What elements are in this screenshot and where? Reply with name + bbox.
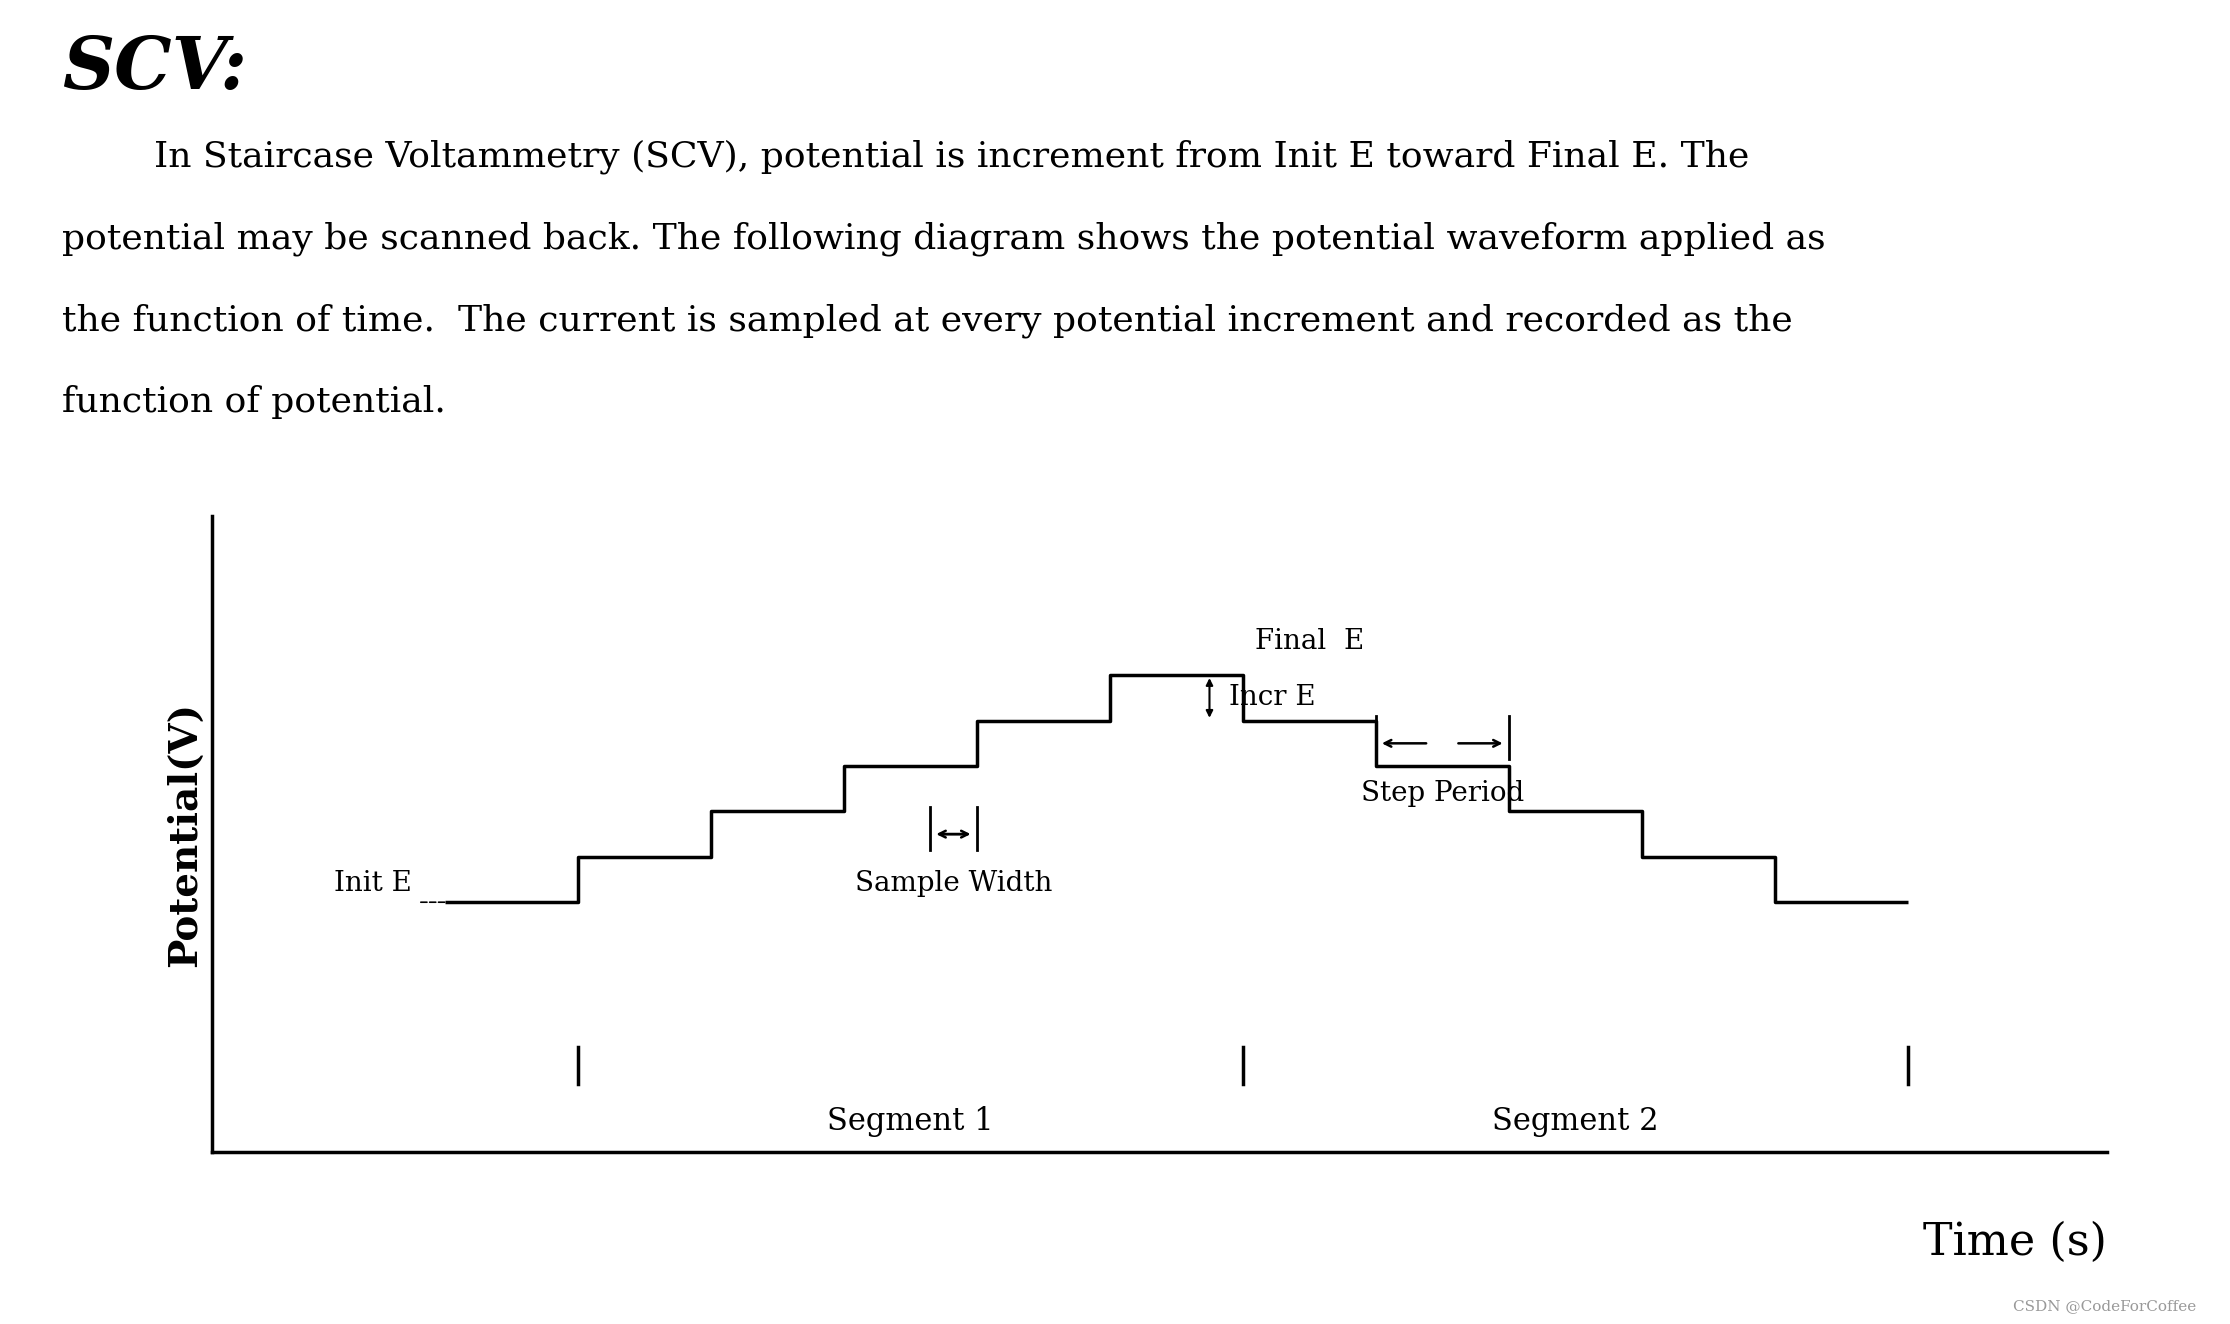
Text: the function of time.  The current is sampled at every potential increment and r: the function of time. The current is sam…: [62, 303, 1793, 338]
Text: potential may be scanned back. The following diagram shows the potential wavefor: potential may be scanned back. The follo…: [62, 221, 1826, 256]
Text: Incr E: Incr E: [1229, 685, 1316, 711]
Text: Segment 1: Segment 1: [827, 1107, 995, 1137]
Text: Segment 2: Segment 2: [1492, 1107, 1659, 1137]
Y-axis label: Potential(V): Potential(V): [165, 702, 203, 967]
Text: Time (s): Time (s): [1924, 1221, 2107, 1264]
Text: In Staircase Voltammetry (SCV), potential is increment from Init E toward Final : In Staircase Voltammetry (SCV), potentia…: [62, 139, 1751, 173]
Text: function of potential.: function of potential.: [62, 385, 446, 420]
Text: CSDN @CodeForCoffee: CSDN @CodeForCoffee: [2014, 1299, 2197, 1313]
Text: Init E: Init E: [334, 870, 410, 896]
Text: Final  E: Final E: [1255, 628, 1365, 655]
Text: Step Period: Step Period: [1360, 780, 1523, 806]
Text: Sample Width: Sample Width: [854, 870, 1053, 898]
Text: SCV:: SCV:: [62, 33, 248, 105]
